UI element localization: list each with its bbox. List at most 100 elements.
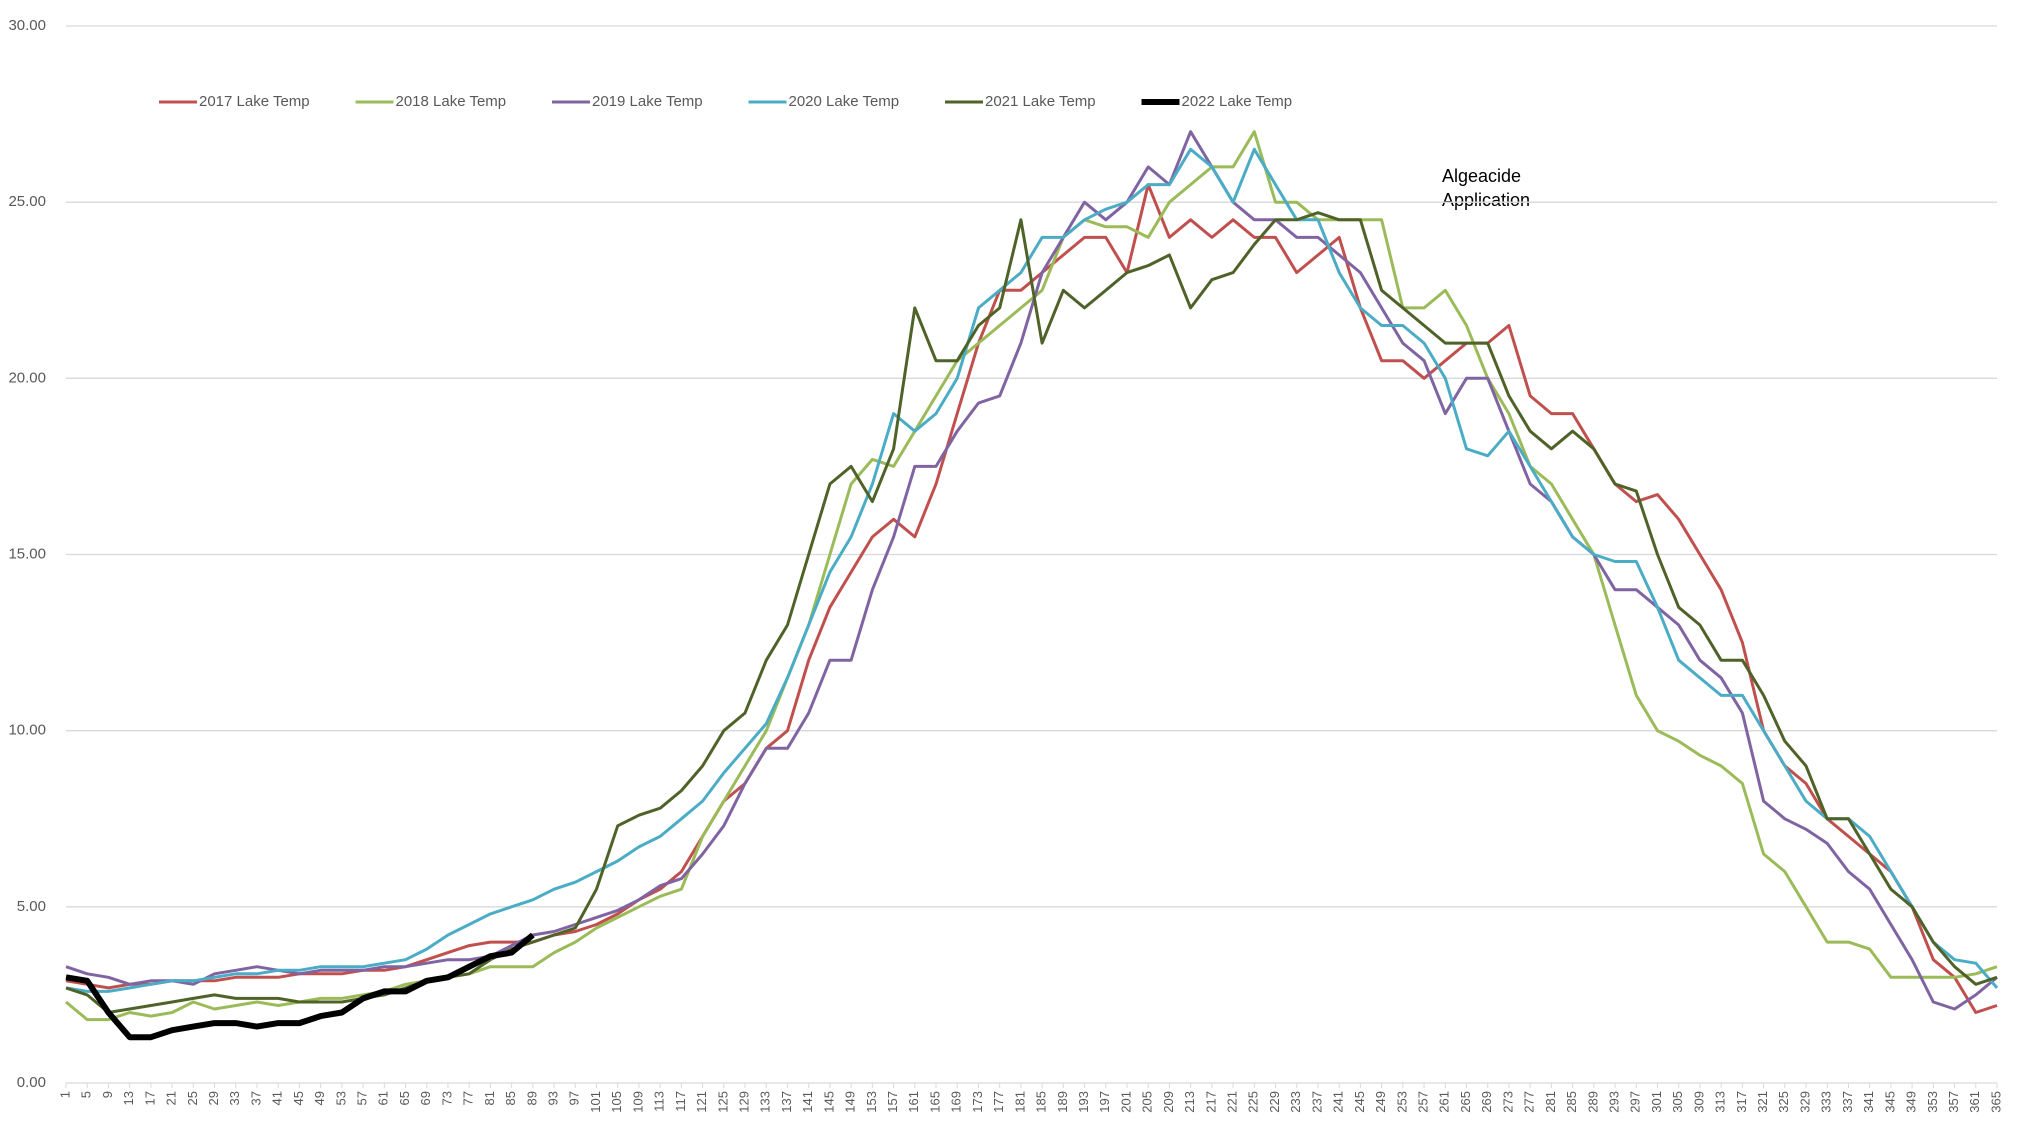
legend-label: 2021 Lake Temp bbox=[985, 93, 1096, 110]
x-tick-label: 57 bbox=[355, 1091, 370, 1105]
x-tick-label: 45 bbox=[291, 1091, 306, 1105]
x-tick-label: 129 bbox=[736, 1091, 751, 1113]
x-tick-label: 9 bbox=[100, 1091, 115, 1098]
y-tick-label: 5.00 bbox=[17, 898, 46, 915]
x-tick-label: 1 bbox=[57, 1091, 72, 1098]
legend-label: 2017 Lake Temp bbox=[199, 93, 310, 110]
y-tick-label: 25.00 bbox=[8, 193, 46, 210]
x-tick-label: 97 bbox=[567, 1091, 582, 1105]
series-line bbox=[65, 211, 1998, 1014]
x-tick-label: 169 bbox=[949, 1091, 964, 1113]
x-tick-label: 165 bbox=[927, 1091, 942, 1113]
x-tick-label: 345 bbox=[1882, 1091, 1897, 1113]
x-tick-label: 73 bbox=[439, 1091, 454, 1105]
x-tick-label: 353 bbox=[1925, 1091, 1940, 1113]
series-line bbox=[65, 147, 1999, 993]
x-tick-label: 205 bbox=[1140, 1091, 1155, 1113]
series-line bbox=[65, 130, 1998, 1022]
x-tick-label: 121 bbox=[694, 1091, 709, 1113]
x-tick-label: 149 bbox=[843, 1091, 858, 1113]
x-tick-label: 77 bbox=[461, 1091, 476, 1105]
legend-label: 2022 Lake Temp bbox=[1182, 93, 1293, 110]
x-tick-label: 269 bbox=[1479, 1091, 1494, 1113]
x-tick-label: 125 bbox=[715, 1091, 730, 1113]
x-tick-label: 185 bbox=[1034, 1091, 1049, 1113]
x-tick-label: 265 bbox=[1458, 1091, 1473, 1113]
x-tick-label: 361 bbox=[1967, 1091, 1982, 1113]
x-tick-label: 89 bbox=[524, 1091, 539, 1105]
x-tick-label: 221 bbox=[1225, 1091, 1240, 1113]
x-tick-label: 109 bbox=[630, 1091, 645, 1113]
legend: 2017 Lake Temp 2018 Lake Temp 2019 Lake Te… bbox=[159, 93, 1292, 110]
x-tick-label: 133 bbox=[758, 1091, 773, 1113]
x-tick-label: 61 bbox=[376, 1091, 391, 1105]
y-tick-label: 10.00 bbox=[8, 722, 46, 739]
x-tick-label: 145 bbox=[821, 1091, 836, 1113]
x-tick-label: 173 bbox=[970, 1091, 985, 1113]
x-tick-label: 13 bbox=[121, 1091, 136, 1105]
x-tick-label: 161 bbox=[906, 1091, 921, 1113]
x-tick-label: 53 bbox=[333, 1091, 348, 1105]
x-tick-label: 305 bbox=[1670, 1091, 1685, 1113]
x-tick-label: 25 bbox=[185, 1091, 200, 1105]
x-tick-label: 33 bbox=[227, 1091, 242, 1105]
x-tick-label: 225 bbox=[1246, 1091, 1261, 1113]
x-tick-label: 285 bbox=[1564, 1091, 1579, 1113]
x-tick-label: 325 bbox=[1776, 1091, 1791, 1113]
x-tick-label: 5 bbox=[79, 1091, 94, 1098]
legend-label: 2018 Lake Temp bbox=[396, 93, 507, 110]
x-tick-label: 229 bbox=[1267, 1091, 1282, 1113]
x-tick-label: 213 bbox=[1182, 1091, 1197, 1113]
x-tick-label: 197 bbox=[1097, 1091, 1112, 1113]
legend-label: 2020 Lake Temp bbox=[789, 93, 900, 110]
series-line bbox=[65, 130, 1998, 1011]
series-line bbox=[65, 932, 535, 1041]
x-tick-label: 321 bbox=[1755, 1091, 1770, 1113]
y-tick-label: 20.00 bbox=[8, 369, 46, 386]
x-tick-label: 277 bbox=[1522, 1091, 1537, 1113]
x-tick-label: 113 bbox=[652, 1091, 667, 1112]
y-tick-label: 15.00 bbox=[8, 545, 46, 562]
x-tick-label: 241 bbox=[1331, 1091, 1346, 1113]
x-tick-label: 245 bbox=[1352, 1091, 1367, 1113]
x-tick-label: 329 bbox=[1797, 1091, 1812, 1113]
y-tick-label: 30.00 bbox=[8, 17, 46, 34]
x-tick-label: 337 bbox=[1840, 1091, 1855, 1113]
x-tick-label: 253 bbox=[1394, 1091, 1409, 1113]
x-tick-label: 41 bbox=[270, 1091, 285, 1105]
x-tick-label: 349 bbox=[1904, 1091, 1919, 1113]
annotation: Algeacide Application bbox=[1442, 166, 1530, 210]
x-tick-label: 333 bbox=[1819, 1091, 1834, 1113]
x-tick-label: 93 bbox=[545, 1091, 560, 1105]
legend-label: 2019 Lake Temp bbox=[592, 93, 703, 110]
x-tick-label: 261 bbox=[1437, 1091, 1452, 1113]
x-tick-label: 193 bbox=[1076, 1091, 1091, 1113]
x-tick-label: 297 bbox=[1628, 1091, 1643, 1113]
x-tick-label: 177 bbox=[991, 1091, 1006, 1113]
x-tick-label: 141 bbox=[800, 1091, 815, 1113]
x-tick-label: 85 bbox=[503, 1091, 518, 1105]
x-tick-label: 237 bbox=[1309, 1091, 1324, 1113]
x-tick-label: 17 bbox=[142, 1091, 157, 1105]
x-tick-label: 341 bbox=[1861, 1091, 1876, 1113]
x-tick-label: 289 bbox=[1585, 1091, 1600, 1113]
x-tick-label: 217 bbox=[1203, 1091, 1218, 1113]
x-tick-label: 21 bbox=[164, 1091, 179, 1105]
x-tick-label: 153 bbox=[864, 1091, 879, 1113]
x-tick-label: 313 bbox=[1713, 1091, 1728, 1113]
y-tick-label: 0.00 bbox=[17, 1074, 46, 1091]
x-tick-label: 81 bbox=[482, 1091, 497, 1105]
x-tick-label: 293 bbox=[1606, 1091, 1621, 1113]
x-tick-label: 317 bbox=[1734, 1091, 1749, 1113]
x-tick-label: 101 bbox=[588, 1091, 603, 1113]
x-tick-label: 37 bbox=[248, 1091, 263, 1105]
x-tick-label: 105 bbox=[609, 1091, 624, 1113]
x-tick-label: 65 bbox=[397, 1091, 412, 1105]
x-tick-label: 365 bbox=[1988, 1091, 2003, 1113]
x-tick-label: 49 bbox=[312, 1091, 327, 1105]
x-tick-label: 157 bbox=[885, 1091, 900, 1113]
x-tick-label: 249 bbox=[1373, 1091, 1388, 1113]
x-tick-label: 301 bbox=[1649, 1091, 1664, 1113]
